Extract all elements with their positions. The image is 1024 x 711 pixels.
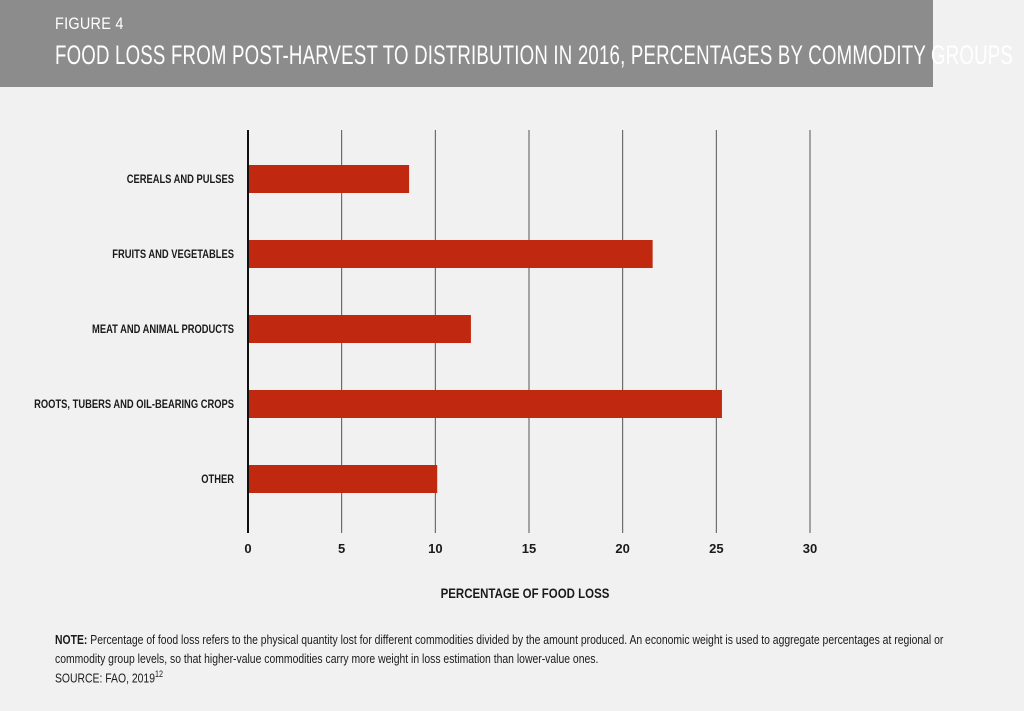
bar: [248, 315, 471, 343]
category-label: FRUITS AND VEGETABLES: [112, 247, 234, 261]
bar: [248, 240, 653, 268]
tick-labels: 0 5 10 15 20 25 30: [244, 541, 817, 556]
x-axis-label: PERCENTAGE OF FOOD LOSS: [440, 585, 610, 601]
x-tick-label: 25: [709, 541, 723, 556]
note-text: NOTE: Percentage of food loss refers to …: [55, 630, 967, 668]
source-ref: 12: [155, 669, 164, 679]
bar: [248, 165, 410, 193]
source-label: SOURCE: FAO, 2019: [55, 670, 155, 686]
note-label: NOTE:: [55, 632, 88, 647]
x-tick-label: 20: [615, 541, 629, 556]
category-label: OTHER: [201, 472, 234, 486]
figure-label: FIGURE 4: [55, 14, 124, 33]
source-text: SOURCE: FAO, 201912: [55, 669, 163, 685]
category-label: ROOTS, TUBERS AND OIL-BEARING CROPS: [34, 397, 234, 411]
category-label: MEAT AND ANIMAL PRODUCTS: [92, 322, 234, 336]
x-tick-label: 0: [244, 541, 251, 556]
figure-title: FOOD LOSS FROM POST-HARVEST TO DISTRIBUT…: [55, 40, 1014, 70]
x-tick-label: 15: [522, 541, 536, 556]
x-tick-label: 30: [803, 541, 817, 556]
bar: [248, 390, 722, 418]
note-body: Percentage of food loss refers to the ph…: [55, 632, 944, 666]
category-label: CEREALS AND PULSES: [127, 172, 234, 186]
bar: [248, 465, 438, 493]
x-tick-label: 5: [338, 541, 345, 556]
figure-header: FIGURE 4 FOOD LOSS FROM POST-HARVEST TO …: [0, 0, 1013, 87]
bars: [248, 165, 722, 493]
x-tick-label: 10: [428, 541, 442, 556]
category-labels: CEREALS AND PULSES FRUITS AND VEGETABLES M…: [34, 172, 234, 486]
